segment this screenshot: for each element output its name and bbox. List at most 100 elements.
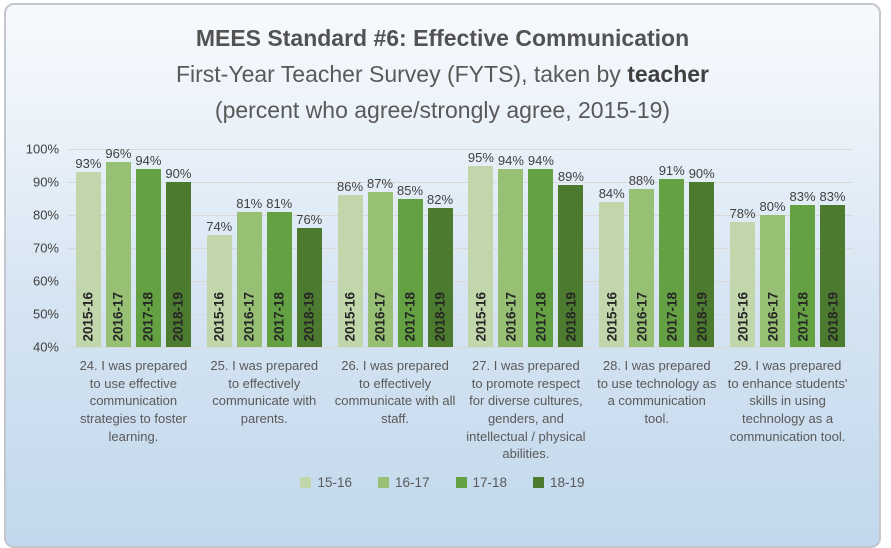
bar-year-label: 2017-18	[533, 292, 549, 342]
chart-title-line2-bold: teacher	[627, 61, 710, 87]
bar-group: 2015-16 74% 2016-17 81% 2017-18 81% 2018-19 76%	[199, 149, 330, 347]
gridline	[68, 314, 853, 315]
bar-slot: 2015-16 84%	[598, 149, 625, 347]
bar-16-17: 2016-17	[105, 162, 131, 347]
bar-slot: 2017-18 91%	[658, 149, 685, 347]
bar-slot: 2016-17 80%	[760, 149, 786, 347]
bar-slot: 2015-16 86%	[337, 149, 364, 347]
bar-year-label: 2018-19	[825, 292, 841, 342]
bar-year-label: 2015-16	[604, 292, 620, 342]
bar-18-19: 2018-19	[165, 182, 191, 347]
bar-slot: 2015-16 74%	[206, 149, 233, 347]
bar-16-17: 2016-17	[498, 168, 524, 347]
bar-year-label: 2015-16	[473, 292, 489, 342]
bar-slot: 2018-19 90%	[689, 149, 715, 347]
category-label: 29. I was prepared to enhance students' …	[727, 358, 848, 444]
bar-18-19: 2018-19	[689, 182, 715, 347]
bar-17-18: 2017-18	[135, 168, 161, 347]
bar-year-label: 2015-16	[342, 292, 358, 342]
bar-value-label: 82%	[427, 192, 454, 208]
bar-slot: 2017-18 81%	[266, 149, 292, 347]
bar-value-label: 85%	[397, 182, 424, 198]
bar-value-label: 86%	[337, 179, 364, 195]
legend-label: 15-16	[317, 475, 352, 491]
legend-swatch-icon	[455, 477, 467, 489]
category-label: 25. I was prepared to effectively commun…	[210, 358, 319, 427]
bar-value-label: 93%	[75, 156, 102, 172]
chart-card: MEES Standard #6: Effective Communicatio…	[4, 3, 881, 548]
bar-value-label: 78%	[729, 205, 756, 221]
legend-item-17-18: 17-18	[455, 475, 507, 490]
bar-15-16: 2015-16	[730, 221, 756, 347]
bar-slot: 2017-18 94%	[527, 149, 554, 347]
chart-title-line2: First-Year Teacher Survey (FYTS), taken …	[6, 56, 879, 92]
x-axis-category-labels: 24. I was prepared to use effective comm…	[68, 357, 853, 463]
chart-title: MEES Standard #6: Effective Communicatio…	[6, 5, 879, 128]
bar-year-label: 2016-17	[110, 292, 126, 342]
y-axis-tick-label: 60%	[32, 273, 59, 289]
category-label: 24. I was prepared to use effective comm…	[79, 358, 188, 444]
category-label: 26. I was prepared to effectively commun…	[334, 358, 456, 427]
legend-item-18-19: 18-19	[533, 475, 585, 490]
bar-value-label: 90%	[165, 166, 192, 181]
bar-18-19: 2018-19	[296, 228, 322, 347]
bar-17-18: 2017-18	[528, 168, 554, 347]
bar-slot: 2017-18 85%	[397, 149, 424, 347]
bar-slot: 2016-17 94%	[497, 149, 524, 347]
gridline	[68, 181, 853, 183]
legend-item-16-17: 16-17	[377, 475, 430, 491]
bar-year-label: 2018-19	[563, 292, 579, 342]
plot-area: 100% 90% 80% 70% 60% 50% 40% 2015-16 93% 2016-17 9…	[26, 142, 853, 355]
legend-item-15-16: 15-16	[300, 475, 352, 490]
bar-group: 2015-16 93% 2016-17 96% 2017-18 94% 2018-19 90%	[68, 146, 199, 347]
gridline	[68, 280, 853, 282]
bar-17-18: 2017-18	[790, 205, 816, 347]
bar-year-label: 2017-18	[402, 292, 418, 342]
bar-value-label: 94%	[527, 152, 554, 168]
y-axis-tick-label: 70%	[32, 240, 59, 256]
bar-year-label: 2017-18	[271, 292, 287, 342]
legend-label: 16-17	[394, 475, 430, 491]
gridline	[68, 248, 853, 249]
bar-year-label: 2018-19	[170, 292, 186, 342]
bar-year-label: 2015-16	[735, 292, 751, 342]
bar-year-label: 2016-17	[765, 292, 781, 342]
bar-slot: 2018-19 83%	[819, 149, 846, 347]
bar-18-19: 2018-19	[820, 205, 846, 347]
bar-year-label: 2018-19	[694, 292, 710, 342]
y-axis-tick-label: 40%	[32, 339, 59, 355]
bar-year-label: 2016-17	[241, 292, 257, 342]
bar-value-label: 83%	[819, 189, 846, 205]
bar-slot: 2016-17 96%	[105, 146, 131, 347]
bar-slot: 2017-18 94%	[135, 149, 161, 347]
bar-year-label: 2017-18	[664, 292, 680, 342]
bar-15-16: 2015-16	[206, 234, 232, 347]
bar-slot: 2018-19 76%	[296, 149, 323, 347]
legend-swatch-icon	[377, 477, 389, 489]
gridline	[68, 149, 853, 150]
bar-18-19: 2018-19	[427, 208, 453, 347]
bar-slot: 2015-16 95%	[467, 149, 494, 347]
legend-swatch-icon	[300, 477, 312, 489]
category-label: 28. I was prepared to use technology as …	[597, 358, 717, 427]
bar-chart: 100% 90% 80% 70% 60% 50% 40% 2015-16 93% 2016-17 9…	[6, 142, 879, 491]
bar-value-label: 95%	[467, 149, 494, 165]
bar-year-label: 2017-18	[795, 292, 811, 342]
bar-value-label: 84%	[598, 185, 625, 201]
bar-value-label: 89%	[557, 169, 584, 185]
bar-slot: 2016-17 81%	[236, 149, 262, 347]
bar-group: 2015-16 84% 2016-17 88% 2017-18 91% 2018-19 90%	[591, 149, 722, 347]
bar-year-label: 2018-19	[432, 292, 448, 342]
bar-value-label: 94%	[497, 152, 524, 168]
bar-18-19: 2018-19	[558, 185, 584, 347]
bar-year-label: 2016-17	[372, 292, 388, 342]
y-axis-tick-label: 80%	[32, 207, 59, 223]
bar-group: 2015-16 95% 2016-17 94% 2017-18 94% 2018-19 89%	[460, 149, 591, 347]
bar-17-18: 2017-18	[266, 211, 292, 347]
bar-value-label: 76%	[296, 212, 323, 228]
bar-year-label: 2018-19	[301, 292, 317, 342]
bar-value-label: 91%	[658, 162, 685, 178]
bar-year-label: 2016-17	[503, 292, 519, 342]
legend-label: 18-19	[550, 475, 585, 491]
bar-value-label: 74%	[206, 218, 233, 234]
